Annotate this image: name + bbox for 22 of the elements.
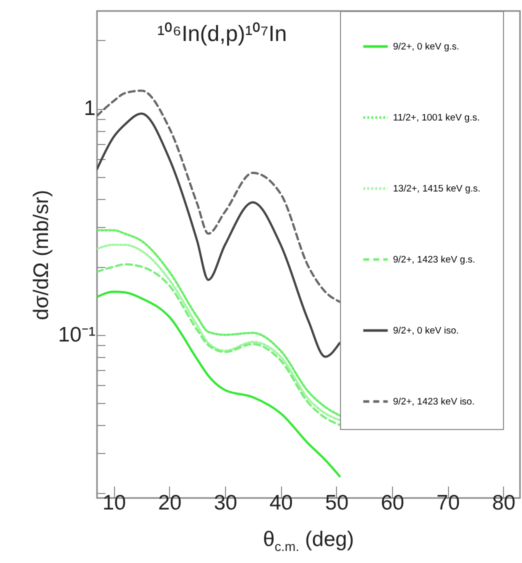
legend-label: 9/2+, 1423 keV iso. [393, 396, 475, 408]
legend-label: 9/2+, 0 keV iso. [393, 326, 459, 336]
line-series [97, 112, 341, 358]
chart-title: ¹⁰⁶In(d,p)¹⁰⁷In [157, 21, 287, 46]
legend-label: 9/2+, 1423 keV g.s. [393, 254, 476, 266]
x-axis-title: θ$_{c.m.}$ (deg) [262, 528, 356, 554]
legend-label: 13/2+, 1415 keV g.s. [393, 184, 480, 194]
y-tick-label: 1 [84, 97, 96, 120]
x-tick-label: 10 [102, 492, 126, 514]
line-series [97, 90, 341, 303]
x-tick-label: 20 [158, 492, 182, 514]
legend-label: 11/2+, 1001 keV g.s. [393, 112, 480, 124]
line-series [97, 290, 341, 478]
x-tick-label: 70 [436, 492, 460, 514]
x-tick-label: 60 [380, 492, 404, 514]
legend-label: 9/2+, 0 keV g.s. [393, 42, 460, 52]
y-axis-title: dσ/dΩ (mb/sr) [30, 190, 54, 320]
y-tick-label: 10⁻¹ [58, 323, 96, 346]
x-tick-label: 40 [269, 492, 293, 514]
x-tick-label: 50 [325, 492, 349, 514]
x-tick-label: 30 [214, 492, 238, 514]
x-tick-label: 80 [492, 492, 516, 514]
